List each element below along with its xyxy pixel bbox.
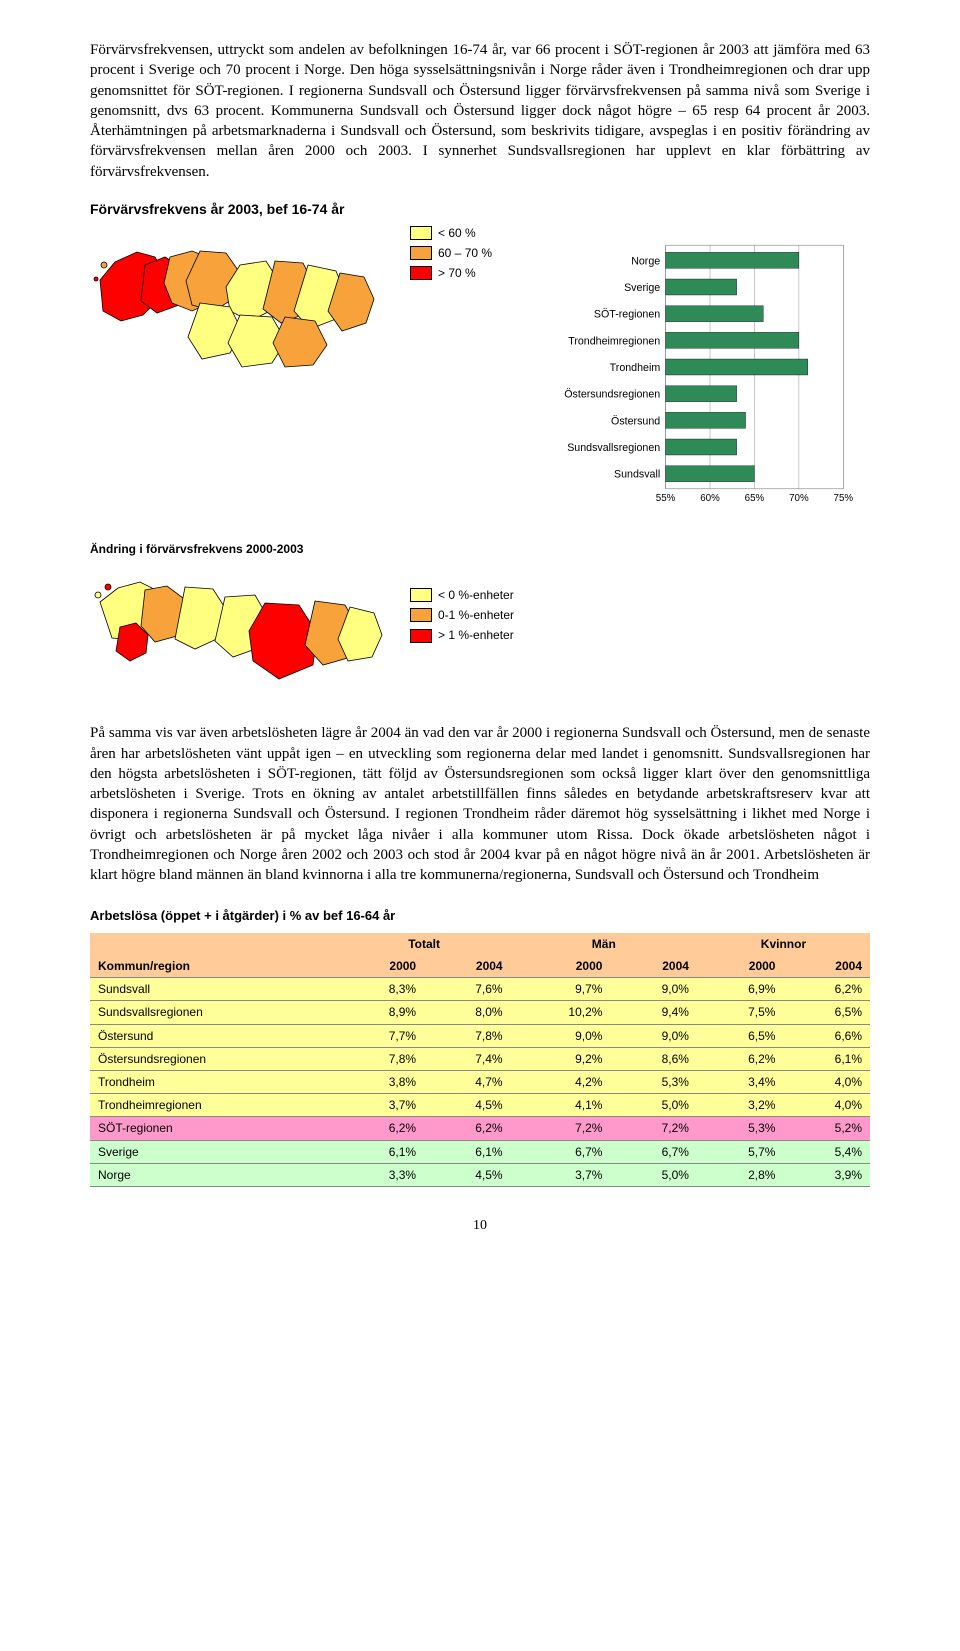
- svg-text:Trondheim: Trondheim: [610, 362, 661, 374]
- svg-text:SÖT-regionen: SÖT-regionen: [594, 308, 660, 320]
- table-row: Östersund7,7%7,8%9,0%9,0%6,5%6,6%: [90, 1024, 870, 1047]
- legend-item: > 1 %-enheter: [410, 627, 530, 643]
- page-number: 10: [90, 1217, 870, 1236]
- legend-item: 60 – 70 %: [410, 245, 530, 261]
- svg-text:Trondheimregionen: Trondheimregionen: [568, 335, 660, 347]
- legend-item: < 0 %-enheter: [410, 587, 530, 603]
- intro-paragraph-1: Förvärvsfrekvensen, uttryckt som andelen…: [90, 40, 870, 182]
- svg-text:55%: 55%: [656, 493, 676, 504]
- svg-text:Norge: Norge: [631, 255, 660, 267]
- table-title: Arbetslösa (öppet + i åtgärder) i % av b…: [90, 907, 870, 925]
- svg-text:65%: 65%: [745, 493, 765, 504]
- table-row: Östersundsregionen7,8%7,4%9,2%8,6%6,2%6,…: [90, 1047, 870, 1070]
- table-row: Norge3,3%4,5%3,7%5,0%2,8%3,9%: [90, 1163, 870, 1186]
- legend-item: < 60 %: [410, 225, 530, 241]
- legend-item: > 70 %: [410, 265, 530, 281]
- table-row: Sundsvall8,3%7,6%9,7%9,0%6,9%6,2%: [90, 978, 870, 1001]
- change-title: Ändring i förvärvsfrekvens 2000-2003: [90, 541, 870, 557]
- map2-svg: [90, 557, 390, 687]
- map1-svg: [90, 225, 390, 375]
- intro-paragraph-2: På samma vis var även arbetslösheten läg…: [90, 723, 870, 885]
- svg-text:Östersund: Östersund: [611, 415, 660, 427]
- svg-text:75%: 75%: [834, 493, 854, 504]
- svg-text:60%: 60%: [700, 493, 720, 504]
- legend-item: 0-1 %-enheter: [410, 607, 530, 623]
- map-2: [90, 557, 390, 693]
- hbar-svg: 55% 60% 65% 70% 75% Norge Sverige SÖT-regionen T…: [550, 225, 870, 525]
- table-row: SÖT-regionen6,2%6,2%7,2%7,2%5,3%5,2%: [90, 1117, 870, 1140]
- svg-text:70%: 70%: [789, 493, 809, 504]
- svg-text:Östersundsregionen: Östersundsregionen: [564, 388, 660, 400]
- chart-title: Förvärvsfrekvens år 2003, bef 16-74 år: [90, 200, 870, 219]
- svg-text:Sundsvall: Sundsvall: [614, 468, 660, 480]
- unemployment-table: TotaltMänKvinnorKommun/region20002004200…: [90, 933, 870, 1187]
- legend-2: < 0 %-enheter 0-1 %-enheter > 1 %-enheter: [410, 587, 530, 648]
- svg-text:Sverige: Sverige: [624, 282, 660, 294]
- legend-1: < 60 % 60 – 70 % > 70 %: [410, 225, 530, 286]
- map-1: [90, 225, 390, 381]
- employment-chart-block: Förvärvsfrekvens år 2003, bef 16-74 år: [90, 200, 870, 694]
- table-row: Trondheim3,8%4,7%4,2%5,3%3,4%4,0%: [90, 1071, 870, 1094]
- table-row: Sundsvallsregionen8,9%8,0%10,2%9,4%7,5%6…: [90, 1001, 870, 1024]
- table-row: Trondheimregionen3,7%4,5%4,1%5,0%3,2%4,0…: [90, 1094, 870, 1117]
- hbar-chart: 55% 60% 65% 70% 75% Norge Sverige SÖT-regionen T…: [550, 225, 870, 531]
- table-row: Sverige6,1%6,1%6,7%6,7%5,7%5,4%: [90, 1140, 870, 1163]
- svg-text:Sundsvallsregionen: Sundsvallsregionen: [567, 442, 660, 454]
